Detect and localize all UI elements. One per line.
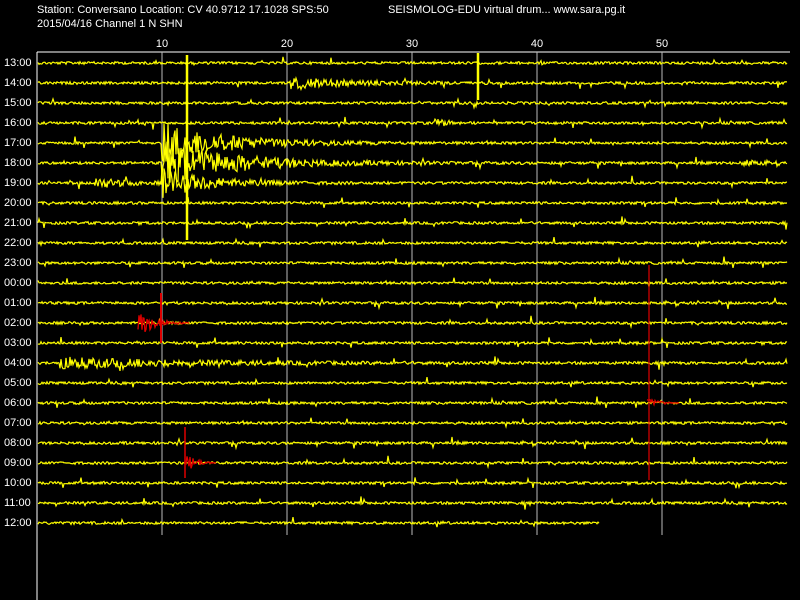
row-time-label: 04:00 xyxy=(4,357,32,369)
trace xyxy=(37,336,788,349)
trace xyxy=(37,436,788,451)
row-time-label: 00:00 xyxy=(4,277,32,289)
row-time-label: 14:00 xyxy=(4,77,32,89)
row-time-label: 21:00 xyxy=(4,217,32,229)
event-trace xyxy=(183,456,217,469)
trace xyxy=(37,216,788,230)
trace xyxy=(37,455,788,470)
trace xyxy=(37,116,788,130)
trace xyxy=(37,122,788,163)
row-time-label: 03:00 xyxy=(4,337,32,349)
row-time-label: 05:00 xyxy=(4,377,32,389)
row-time-label: 13:00 xyxy=(4,57,32,69)
x-tick-label: 10 xyxy=(156,38,168,50)
row-time-label: 12:00 xyxy=(4,517,32,529)
trace xyxy=(37,75,788,92)
row-time-label: 18:00 xyxy=(4,157,32,169)
row-time-label: 15:00 xyxy=(4,97,32,109)
trace xyxy=(37,516,600,528)
row-time-label: 06:00 xyxy=(4,397,32,409)
trace xyxy=(37,277,788,289)
row-time-label: 22:00 xyxy=(4,237,32,249)
row-time-label: 20:00 xyxy=(4,197,32,209)
x-tick-label: 20 xyxy=(281,38,293,50)
trace xyxy=(37,56,788,67)
x-tick-label: 30 xyxy=(406,38,418,50)
trace xyxy=(37,141,788,183)
trace xyxy=(37,417,788,429)
x-tick-label: 50 xyxy=(656,38,668,50)
trace xyxy=(37,476,787,490)
row-time-label: 11:00 xyxy=(4,497,31,509)
trace xyxy=(37,376,788,388)
event-trace xyxy=(646,398,680,407)
trace xyxy=(37,396,788,409)
station-info: Station: Conversano Location: CV 40.9712… xyxy=(37,4,329,16)
row-time-label: 16:00 xyxy=(4,117,32,129)
x-tick-label: 40 xyxy=(531,38,543,50)
row-time-label: 01:00 xyxy=(4,297,32,309)
trace xyxy=(37,496,788,510)
trace xyxy=(37,356,788,372)
row-time-label: 19:00 xyxy=(4,177,32,189)
row-time-label: 17:00 xyxy=(4,137,32,149)
event-trace xyxy=(137,314,190,333)
row-time-label: 23:00 xyxy=(4,257,32,269)
trace xyxy=(37,96,788,110)
product-info: SEISMOLOG-EDU virtual drum... www.sara.p… xyxy=(388,4,625,16)
trace xyxy=(37,256,788,269)
row-time-label: 10:00 xyxy=(4,477,32,489)
row-time-label: 07:00 xyxy=(4,417,32,429)
trace xyxy=(37,167,788,198)
row-time-label: 08:00 xyxy=(4,437,32,449)
date-channel: 2015/04/16 Channel 1 N SHN xyxy=(37,18,183,30)
trace xyxy=(37,197,788,208)
trace xyxy=(37,296,787,311)
row-time-label: 09:00 xyxy=(4,457,32,469)
row-time-label: 02:00 xyxy=(4,317,32,329)
trace xyxy=(37,236,788,248)
